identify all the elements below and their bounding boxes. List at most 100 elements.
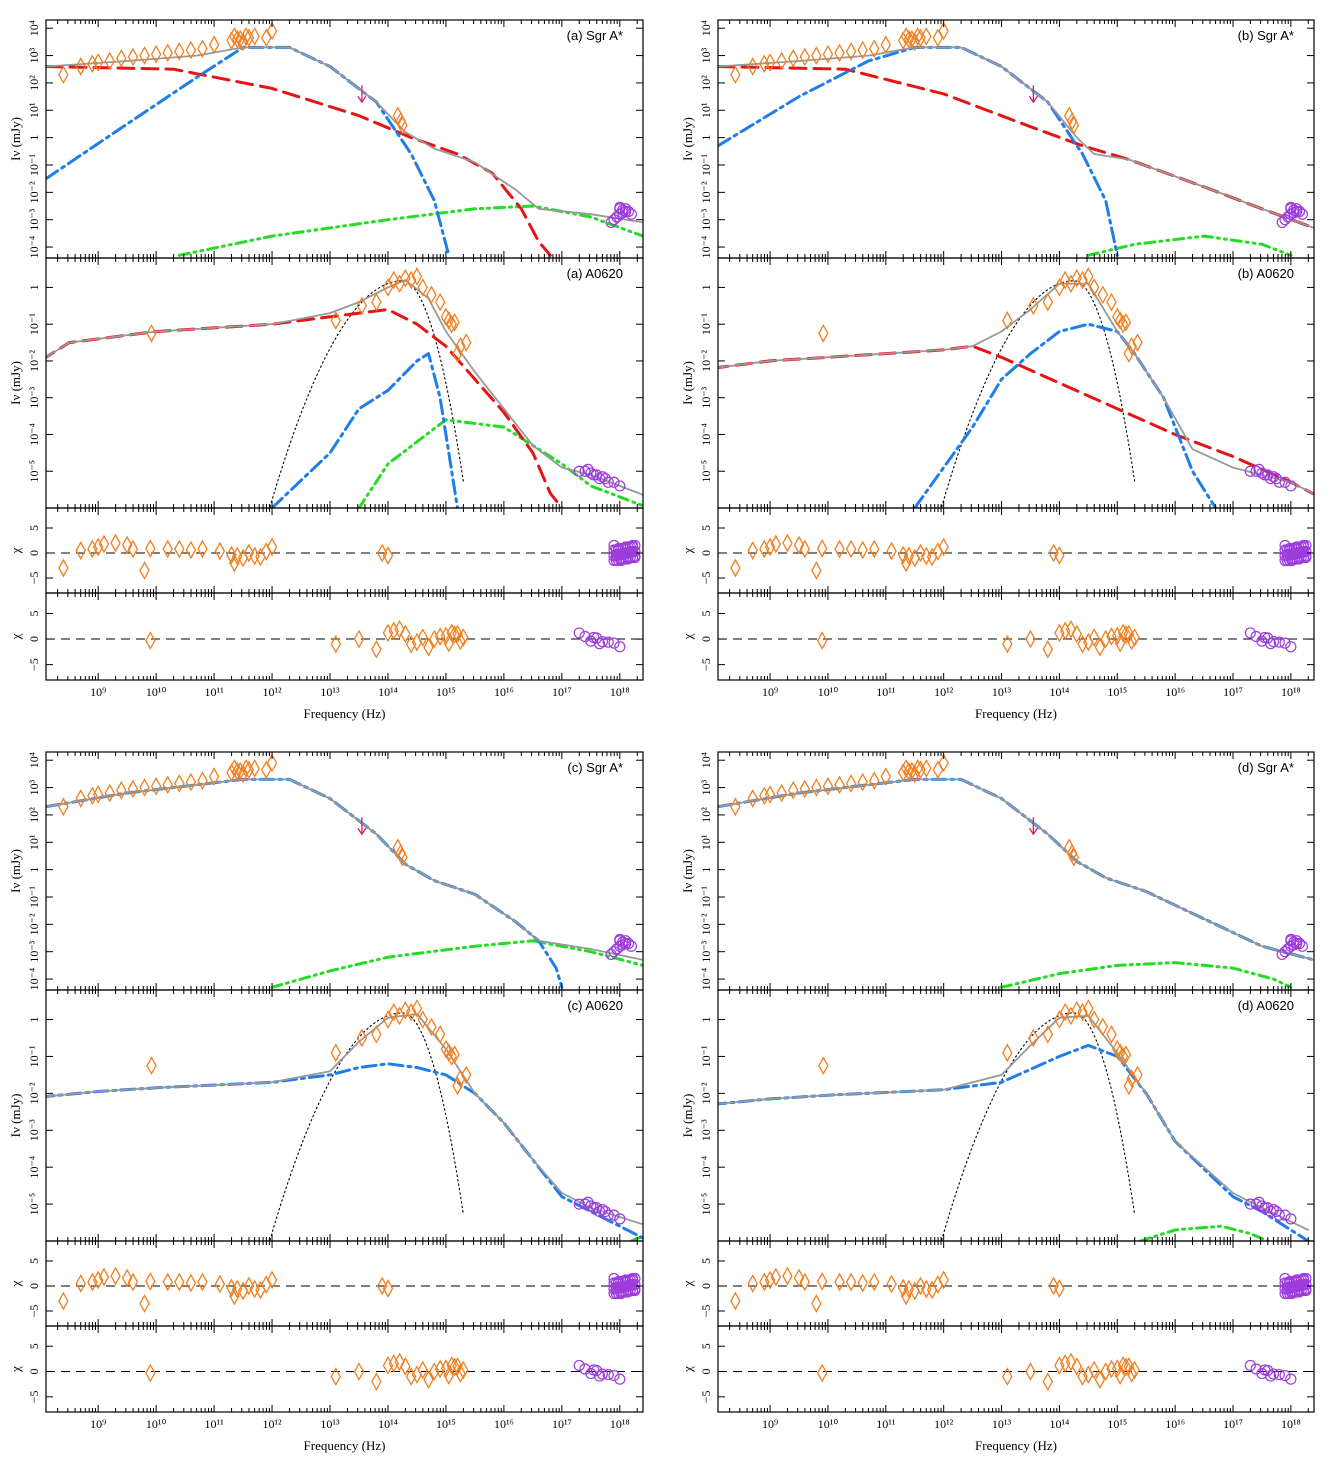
sgr-radio-point (822, 44, 834, 64)
chi-radio-point (1054, 1279, 1065, 1298)
thermal-sync-curve (46, 1062, 643, 1240)
a0620-optical-point (1077, 1002, 1088, 1022)
total-curve (718, 46, 1314, 229)
chi-xray-point (593, 1370, 606, 1382)
sgr-radio-point (730, 65, 741, 85)
x-tick-label: 10⁹ (762, 1417, 778, 1431)
sgr-panel-title: (d) Sgr A* (1238, 760, 1294, 775)
chi-xray-point (1265, 1370, 1277, 1382)
x-tick-label: 10¹⁷ (1223, 685, 1243, 699)
sgr-ylabel: Iν (mJy) (680, 117, 695, 161)
sgr-radio-point (237, 764, 249, 784)
sgr-radio-point (197, 771, 208, 791)
sgr-radio-point (759, 54, 770, 74)
sgr-radio-point (229, 759, 240, 778)
sgr-panel: 10⁴ 10³ 10² 10¹ 1 10⁻¹ 10⁻² 10⁻³ 10⁻⁴ Iν (mJy) (c)… (8, 751, 644, 991)
sgr-radio-point (903, 761, 915, 781)
thermal-sync-curve (718, 45, 1119, 257)
sgr-radio-point (764, 53, 776, 72)
sgr-radio-point (834, 43, 845, 63)
sgr-radio-point (75, 57, 87, 76)
a0620-xray-point (593, 472, 606, 485)
y-tick-label: 10⁻³ (27, 1119, 41, 1141)
chi-optical-point (1065, 1352, 1077, 1372)
x-tick-label: 10¹⁸ (610, 685, 630, 699)
y-tick-label: 0 (27, 550, 41, 556)
y-tick-label: −5 (27, 658, 41, 671)
total-curve (46, 1013, 643, 1226)
compton-curve (357, 418, 643, 508)
sgr-radio-point (87, 786, 98, 806)
sgr-nir-point (1063, 106, 1075, 126)
chi-radio-point (747, 1274, 758, 1293)
x-tick-label: 10¹² (262, 1417, 282, 1431)
panel-block-b: 10⁴ 10³ 10² 10¹ 1 10⁻¹ 10⁻² 10⁻³ 10⁻⁴ Iν (mJy) (b)… (680, 19, 1315, 721)
sgr-radio-point (104, 51, 116, 71)
chi-xray-point (629, 1284, 641, 1297)
chi-optical-point (1002, 1367, 1013, 1386)
y-tick-label: −5 (699, 572, 713, 585)
chi-radio-point (98, 1267, 110, 1287)
a0620-optical-point (371, 1024, 382, 1044)
sgr-panel: 10⁴ 10³ 10² 10¹ 1 10⁻¹ 10⁻² 10⁻³ 10⁻⁴ Iν (mJy) (d)… (680, 751, 1315, 991)
a0620-optical-point (446, 1047, 457, 1066)
chi-optical-point (458, 628, 469, 647)
chi-radio-point (376, 1276, 388, 1296)
y-tick-label: 5 (27, 610, 41, 616)
panel-block-d: 10⁴ 10³ 10² 10¹ 1 10⁻¹ 10⁻² 10⁻³ 10⁻⁴ Iν (mJy) (d)… (680, 751, 1315, 1453)
chi-optical-point (1065, 620, 1077, 639)
chi-radio-point (214, 1274, 226, 1294)
chi-xray-point (1297, 1274, 1310, 1286)
y-tick-label: 10³ (699, 779, 713, 795)
sgr-radio-point (174, 774, 185, 793)
y-tick-label: −5 (699, 658, 713, 671)
sgr-radio-point (730, 797, 741, 817)
chi-optical-point (417, 628, 428, 647)
a0620-optical-point (818, 324, 829, 343)
y-tick-label: 10⁻² (27, 181, 41, 203)
x-tick-label: 10⁹ (90, 685, 106, 699)
chi-xray-point (1273, 1368, 1285, 1381)
y-tick-label: −5 (27, 1305, 41, 1318)
chi-optical-point (400, 624, 411, 644)
a0620-xray-point (1244, 465, 1256, 477)
y-tick-label: 5 (699, 1258, 713, 1264)
chi-optical-point (330, 1367, 342, 1386)
x-tick-label: 10¹¹ (204, 1417, 224, 1431)
chi-radio-point (903, 546, 915, 566)
chi-sgr-panel: 5 0 −5 χ (8, 1240, 644, 1327)
sgr-panel-title: (c) Sgr A* (567, 760, 623, 775)
sgr-radio-point (234, 29, 246, 49)
y-tick-label: 10⁻² (699, 350, 713, 372)
chi-optical-point (1077, 634, 1088, 654)
sgr-panel: 10⁴ 10³ 10² 10¹ 1 10⁻¹ 10⁻² 10⁻³ 10⁻⁴ Iν (mJy) (b)… (680, 19, 1315, 259)
a0620-optical-point (417, 278, 428, 297)
chi-radio-point (185, 540, 197, 560)
chi-xray-point (1244, 627, 1256, 639)
chi-radio-point (770, 534, 782, 554)
a0620-optical-point (1088, 1010, 1100, 1029)
chi-optical-point (452, 624, 463, 644)
sgr-xray-point (1285, 201, 1297, 213)
sgr-radio-point (857, 772, 868, 792)
a0620-xray-point (585, 467, 597, 479)
chi-xray-point (573, 627, 585, 639)
chi-optical-point (1123, 1357, 1135, 1376)
a0620-optical-point (449, 1045, 460, 1064)
total-curve (46, 46, 643, 224)
chi-ylabel: χ (8, 1280, 23, 1287)
y-tick-label: 10⁴ (699, 752, 713, 768)
a0620-xray-point (582, 1196, 594, 1208)
chi-xray-point (615, 1287, 627, 1300)
a0620-optical-point (1077, 270, 1088, 290)
chi-radio-point (145, 539, 156, 558)
a0620-xray-point (1285, 480, 1297, 492)
a0620-xray-point (573, 1198, 585, 1210)
sgr-curves (46, 753, 643, 989)
a0620-optical-point (417, 1010, 428, 1029)
chi-a0620-panel: 10⁹ 10¹⁰ 10¹¹ 10¹² 10¹³ 10¹⁴ 10¹⁵ 10¹⁶ 10¹⁷ 10¹⁸ 5… (680, 1325, 1315, 1431)
y-tick-label: 10⁻⁵ (27, 1193, 41, 1216)
a0620-optical-point (426, 285, 437, 305)
a0620-optical-point (1106, 292, 1117, 312)
sgr-nir-point (397, 115, 408, 135)
